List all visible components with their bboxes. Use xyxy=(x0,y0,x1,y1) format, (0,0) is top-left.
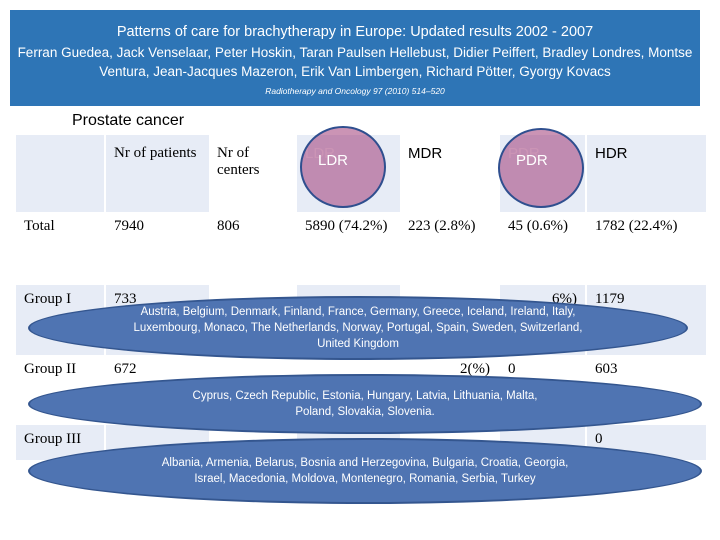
ldr-highlight-oval xyxy=(300,126,386,208)
table-cell: 223 (2.8%) xyxy=(400,212,499,285)
group-iii-countries-oval: Albania, Armenia, Belarus, Bosnia and He… xyxy=(28,438,702,504)
table-cell: 45 (0.6%) xyxy=(498,212,586,285)
header-cell xyxy=(16,135,105,212)
header-cell: MDR xyxy=(400,135,499,212)
group-i-countries-oval: Austria, Belgium, Denmark, Finland, Fran… xyxy=(28,296,688,360)
title-banner: Patterns of care for brachytherapy in Eu… xyxy=(10,10,700,106)
row-label: Total xyxy=(16,212,105,285)
table-cell: 5890 (74.2%) xyxy=(295,212,400,285)
pdr-header-label: PDR xyxy=(516,152,548,169)
ldr-header-label: LDR xyxy=(318,152,349,169)
author-list: Ferran Guedea, Jack Venselaar, Peter Hos… xyxy=(17,45,693,79)
group-ii-countries-oval: Cyprus, Czech Republic, Estonia, Hungary… xyxy=(28,374,702,434)
table-cell: 1782 (22.4%) xyxy=(585,212,706,285)
pdr-highlight-oval xyxy=(498,128,584,208)
journal-citation: Radiotherapy and Oncology 97 (2010) 514–… xyxy=(265,86,445,96)
paper-title: Patterns of care for brachytherapy in Eu… xyxy=(116,24,594,40)
section-subtitle: Prostate cancer xyxy=(72,112,185,129)
group-i-countries: Austria, Belgium, Denmark, Finland, Fran… xyxy=(133,306,583,350)
table-cell: 7940 xyxy=(104,212,209,285)
group-ii-countries: Cyprus, Czech Republic, Estonia, Hungary… xyxy=(192,390,538,418)
header-cell: Nr of patients xyxy=(104,135,209,212)
header-cell: Nr of centers xyxy=(209,135,296,212)
header-cell: HDR xyxy=(585,135,706,212)
table-row: Total 7940 806 5890 (74.2%) 223 (2.8%) 4… xyxy=(16,212,706,285)
table-cell: 806 xyxy=(209,212,296,285)
group-iii-countries: Albania, Armenia, Belarus, Bosnia and He… xyxy=(161,457,569,485)
